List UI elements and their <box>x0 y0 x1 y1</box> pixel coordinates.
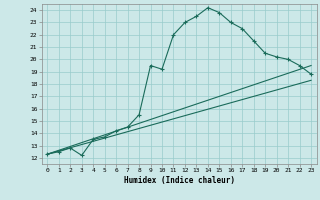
X-axis label: Humidex (Indice chaleur): Humidex (Indice chaleur) <box>124 176 235 185</box>
